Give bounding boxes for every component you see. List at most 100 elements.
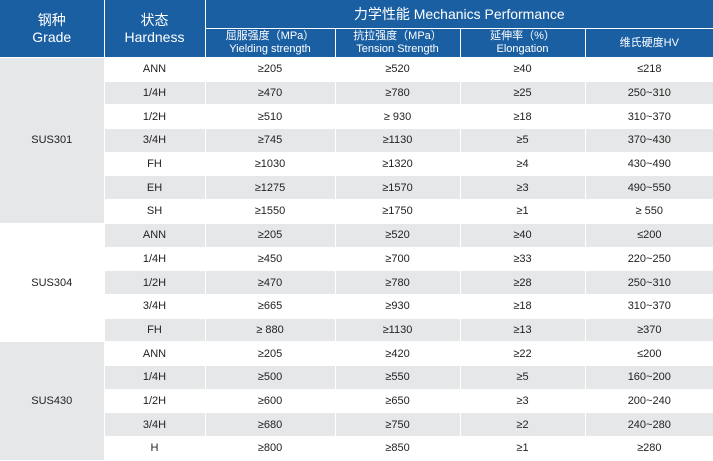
grade-cell: SUS430: [0, 341, 105, 461]
yield-cell: ≥205: [205, 57, 336, 82]
tensile-cell: ≥520: [335, 223, 461, 248]
elongation-cell: ≥18: [460, 104, 586, 130]
hv-cell: 430~490: [585, 152, 713, 177]
elongation-header: 延伸率（%） Elongation: [460, 28, 586, 58]
tensile-cell: ≥1570: [335, 175, 461, 201]
hv-cell: 160~200: [585, 365, 713, 390]
tensile-cell: ≥420: [335, 341, 461, 366]
tensile-cell: ≥1320: [335, 152, 461, 177]
tensile-cell: ≥930: [335, 294, 461, 319]
yield-cell: ≥500: [205, 365, 336, 390]
yield-cell: ≥665: [205, 294, 336, 319]
tensile-cell: ≥650: [335, 389, 461, 414]
elongation-cell: ≥4: [460, 152, 586, 177]
tensile-cell: ≥520: [335, 57, 461, 82]
yield-header-cn: 屈服强度（MPa）: [225, 30, 315, 43]
hardness-cell: SH: [104, 199, 206, 224]
elongation-cell: ≥25: [460, 81, 586, 106]
performance-header: 力学性能 Mechanics Performance: [205, 0, 713, 29]
elongation-cell: ≥22: [460, 341, 586, 366]
tensile-cell: ≥780: [335, 270, 461, 295]
table-row: H ≥800 ≥850 ≥1 ≥280: [0, 436, 713, 461]
tensile-cell: ≥750: [335, 412, 461, 437]
hardness-header-cn: 状态: [140, 12, 169, 29]
yield-cell: ≥470: [205, 81, 336, 106]
table-row: SH ≥1550 ≥1750 ≥1 ≥ 550: [0, 199, 713, 224]
hv-cell: 240~280: [585, 412, 713, 437]
table-row: EH ≥1275 ≥1570 ≥3 490~550: [0, 175, 713, 201]
yield-cell: ≥205: [205, 223, 336, 248]
table-row: 1/4H ≥470 ≥780 ≥25 250~310: [0, 81, 713, 106]
yield-cell: ≥1275: [205, 175, 336, 201]
table-row: SUS301 ANN ≥205 ≥520 ≥40 ≤218: [0, 57, 713, 224]
hardness-cell: EH: [104, 175, 206, 201]
elongation-cell: ≥1: [460, 436, 586, 461]
elongation-cell: ≥18: [460, 294, 586, 319]
tensile-cell: ≥1130: [335, 318, 461, 343]
elongation-cell: ≥3: [460, 175, 586, 201]
hardness-cell: 1/2H: [104, 104, 206, 130]
hv-cell: 250~310: [585, 270, 713, 295]
hv-cell: 490~550: [585, 175, 713, 201]
tensile-strength-header: 抗拉强度（MPa） Tension Strength: [335, 28, 461, 58]
hardness-cell: 3/4H: [104, 128, 206, 153]
table-row: 1/2H ≥600 ≥650 ≥3 200~240: [0, 389, 713, 414]
hardness-cell: ANN: [104, 223, 206, 248]
tensile-header-en: Tension Strength: [356, 43, 439, 55]
yield-cell: ≥800: [205, 436, 336, 461]
elongation-cell: ≥33: [460, 247, 586, 272]
tensile-cell: ≥1130: [335, 128, 461, 153]
hardness-cell: 3/4H: [104, 294, 206, 319]
elongation-cell: ≥13: [460, 318, 586, 343]
hardness-cell: 1/4H: [104, 81, 206, 106]
hv-cell: 200~240: [585, 389, 713, 414]
yield-cell: ≥510: [205, 104, 336, 130]
tensile-cell: ≥1750: [335, 199, 461, 224]
hv-cell: 220~250: [585, 247, 713, 272]
hardness-header-en: Hardness: [124, 28, 185, 45]
table-row: FH ≥1030 ≥1320 ≥4 430~490: [0, 152, 713, 177]
hv-cell: ≥ 550: [585, 199, 713, 224]
hardness-hv-header: 维氏硬度HV: [585, 28, 713, 58]
hv-cell: 310~370: [585, 294, 713, 319]
grade-header-cn: 钢种: [37, 12, 66, 29]
grade-cell: SUS304: [0, 223, 105, 343]
elongation-cell: ≥1: [460, 199, 586, 224]
yield-header-en: Yielding strength: [229, 43, 311, 55]
table-body: SUS301 ANN ≥205 ≥520 ≥40 ≤218 1/4H ≥470 ≥780 ≥25 2…: [0, 57, 713, 461]
table-row: 3/4H ≥665 ≥930 ≥18 310~370: [0, 294, 713, 319]
tensile-cell: ≥ 930: [335, 104, 461, 130]
elongation-cell: ≥2: [460, 412, 586, 437]
hv-cell: ≥280: [585, 436, 713, 461]
table-row: 1/4H ≥500 ≥550 ≥5 160~200: [0, 365, 713, 390]
tensile-header-cn: 抗拉强度（MPa）: [353, 30, 442, 43]
elongation-cell: ≥3: [460, 389, 586, 414]
yield-cell: ≥1030: [205, 152, 336, 177]
hv-cell: 250~310: [585, 81, 713, 106]
hv-cell: 370~430: [585, 128, 713, 153]
tensile-cell: ≥700: [335, 247, 461, 272]
grade-header-en: Grade: [32, 28, 72, 45]
elongation-cell: ≥40: [460, 223, 586, 248]
yield-cell: ≥450: [205, 247, 336, 272]
hardness-cell: 3/4H: [104, 412, 206, 437]
yield-cell: ≥205: [205, 341, 336, 366]
table-row: 3/4H ≥745 ≥1130 ≥5 370~430: [0, 128, 713, 153]
table-row: 1/2H ≥470 ≥780 ≥28 250~310: [0, 270, 713, 295]
elongation-cell: ≥40: [460, 57, 586, 82]
hardness-cell: 1/2H: [104, 389, 206, 414]
elongation-cell: ≥28: [460, 270, 586, 295]
hardness-cell: 1/4H: [104, 365, 206, 390]
yield-cell: ≥745: [205, 128, 336, 153]
tensile-cell: ≥850: [335, 436, 461, 461]
yield-cell: ≥ 880: [205, 318, 336, 343]
elongation-cell: ≥5: [460, 365, 586, 390]
hardness-cell: 1/4H: [104, 247, 206, 272]
hardness-cell: FH: [104, 318, 206, 343]
yield-strength-header: 屈服强度（MPa） Yielding strength: [205, 28, 336, 58]
elongation-header-en: Elongation: [496, 43, 549, 55]
grade-cell: SUS301: [0, 57, 105, 224]
tensile-cell: ≥550: [335, 365, 461, 390]
table-row: SUS304 ANN ≥205 ≥520 ≥40 ≤200: [0, 223, 713, 343]
